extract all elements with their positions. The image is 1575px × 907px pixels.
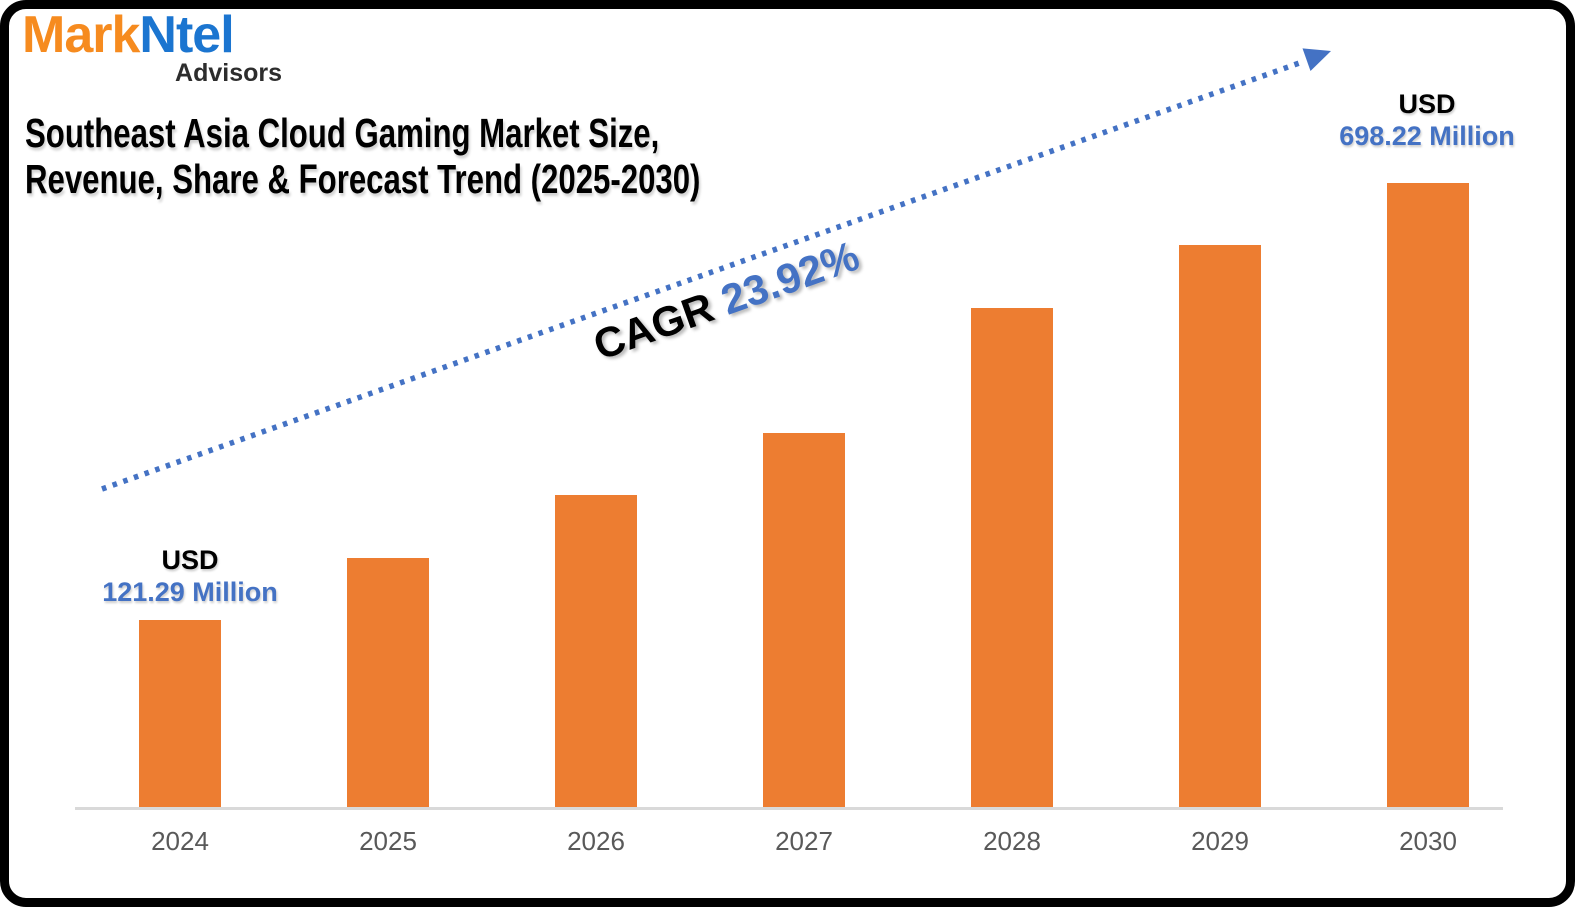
- logo-mark-text: Mark: [22, 6, 140, 64]
- trend-arrowhead-icon: [1302, 48, 1331, 71]
- logo-ntel-text: Ntel: [139, 6, 234, 64]
- logo-subtitle: Advisors: [175, 59, 282, 87]
- data-label-2024: USD 121.29 Million: [40, 544, 340, 608]
- data-label-2030: USD 698.22 Million: [1277, 88, 1575, 152]
- logo-wordmark: MarkNtel: [22, 6, 288, 64]
- trend-arrow-line: [101, 58, 1306, 492]
- bar-2029: [1179, 245, 1261, 808]
- x-tick-2025: 2025: [359, 826, 417, 856]
- bar-2026: [555, 495, 637, 808]
- x-axis-line: [75, 807, 1503, 810]
- chart-title-line1: Southeast Asia Cloud Gaming Market Size,: [25, 110, 660, 156]
- bar-2027: [763, 433, 845, 808]
- data-label-2024-value: 121.29 Million: [102, 577, 278, 607]
- bar-2028: [971, 308, 1053, 808]
- brand-logo: MarkNtel Advisors: [22, 6, 288, 86]
- x-tick-2029: 2029: [1191, 826, 1249, 856]
- x-tick-2028: 2028: [983, 826, 1041, 856]
- chart-title: Southeast Asia Cloud Gaming Market Size,…: [25, 110, 700, 202]
- x-tick-2027: 2027: [775, 826, 833, 856]
- bar-2025: [347, 558, 429, 808]
- bar-2030: [1387, 183, 1469, 808]
- data-label-2030-currency: USD: [1398, 89, 1456, 119]
- chart-title-line2: Revenue, Share & Forecast Trend (2025-20…: [25, 156, 701, 202]
- x-tick-2024: 2024: [151, 826, 209, 856]
- data-label-2030-value: 698.22 Million: [1339, 121, 1515, 151]
- x-tick-2026: 2026: [567, 826, 625, 856]
- x-tick-2030: 2030: [1399, 826, 1457, 856]
- data-label-2024-currency: USD: [161, 545, 219, 575]
- bar-2024: [139, 620, 221, 808]
